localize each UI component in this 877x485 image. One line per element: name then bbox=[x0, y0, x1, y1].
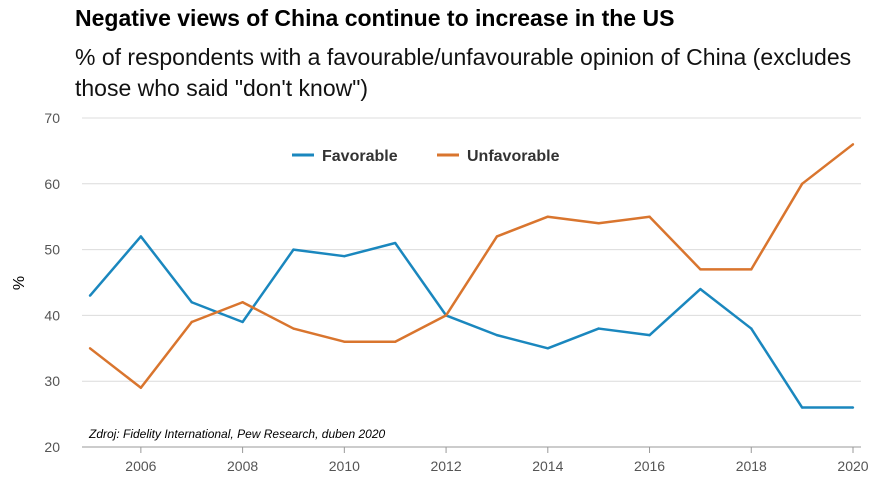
data-point-unfavorable bbox=[190, 320, 193, 324]
data-point-favorable bbox=[851, 406, 855, 409]
series-line-unfavorable bbox=[89, 143, 854, 390]
data-point-favorable bbox=[800, 406, 804, 409]
data-point-unfavorable bbox=[292, 327, 295, 330]
data-point-unfavorable bbox=[546, 215, 549, 218]
y-tick-label: 70 bbox=[44, 110, 60, 126]
data-point-unfavorable bbox=[597, 222, 600, 225]
data-point-unfavorable bbox=[241, 301, 244, 304]
data-point-favorable bbox=[190, 301, 193, 304]
data-point-unfavorable bbox=[851, 143, 855, 146]
data-point-unfavorable bbox=[648, 215, 651, 218]
data-point-favorable bbox=[546, 347, 549, 350]
data-point-unfavorable bbox=[139, 386, 143, 389]
y-tick-label: 40 bbox=[44, 307, 60, 323]
data-point-unfavorable bbox=[800, 182, 804, 185]
legend-label: Favorable bbox=[322, 148, 398, 165]
y-axis-label: % bbox=[11, 276, 28, 290]
x-tick-label: 2016 bbox=[634, 458, 665, 474]
y-tick-label: 60 bbox=[44, 176, 60, 192]
x-tick-label: 2010 bbox=[329, 458, 360, 474]
data-point-favorable bbox=[699, 287, 702, 291]
y-tick-label: 50 bbox=[44, 242, 60, 258]
data-point-unfavorable bbox=[88, 347, 92, 350]
x-tick-label: 2006 bbox=[125, 458, 156, 474]
data-point-unfavorable bbox=[699, 268, 702, 271]
data-point-unfavorable bbox=[750, 268, 753, 271]
legend-label: Unfavorable bbox=[467, 148, 560, 165]
data-point-favorable bbox=[241, 320, 244, 324]
data-point-unfavorable bbox=[444, 314, 448, 317]
data-point-favorable bbox=[139, 235, 143, 238]
data-point-favorable bbox=[343, 254, 346, 258]
x-tick-label: 2020 bbox=[837, 458, 868, 474]
data-point-unfavorable bbox=[394, 340, 397, 343]
legend: Favorable Unfavorable bbox=[292, 148, 560, 165]
series-line-favorable bbox=[89, 235, 853, 409]
chart-title: Negative views of China continue to incr… bbox=[75, 5, 675, 31]
y-tick-label: 20 bbox=[44, 439, 60, 455]
x-tick-label: 2014 bbox=[532, 458, 563, 474]
series-lines bbox=[88, 143, 855, 409]
y-tick-label: 30 bbox=[44, 373, 60, 389]
y-axis-ticks: 20 30 40 50 60 70 bbox=[44, 110, 60, 455]
data-point-favorable bbox=[648, 333, 651, 337]
source-note: Zdroj: Fidelity International, Pew Resea… bbox=[88, 427, 385, 441]
x-tick-label: 2018 bbox=[736, 458, 767, 474]
x-tick-label: 2012 bbox=[430, 458, 461, 474]
data-point-favorable bbox=[394, 241, 397, 245]
data-point-favorable bbox=[88, 294, 92, 297]
data-point-unfavorable bbox=[495, 235, 499, 238]
x-axis-ticks: 2006 2008 2010 2012 2014 2016 2018 2020 bbox=[125, 447, 869, 474]
data-point-favorable bbox=[597, 327, 600, 330]
x-tick-label: 2008 bbox=[227, 458, 258, 474]
data-point-favorable bbox=[495, 333, 499, 337]
data-point-unfavorable bbox=[343, 340, 346, 343]
chart-subtitle: % of respondents with a favourable/unfav… bbox=[75, 44, 852, 101]
data-point-favorable bbox=[292, 248, 295, 251]
data-point-favorable bbox=[750, 327, 753, 330]
